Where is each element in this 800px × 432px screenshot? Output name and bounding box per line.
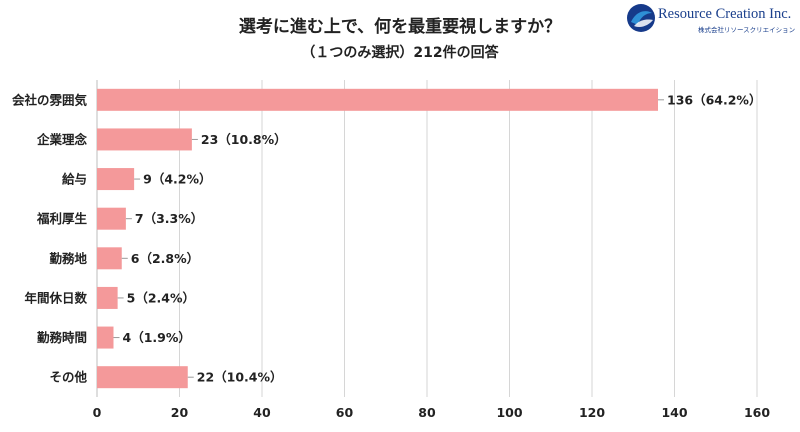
x-tick-label: 100 (496, 405, 522, 420)
data-label: 136（64.2%） (667, 92, 761, 107)
logo-subtitle: 株式会社リソースクリエイション (698, 26, 796, 34)
x-tick-label: 80 (418, 405, 436, 420)
data-label: 9（4.2%） (143, 172, 211, 187)
bar (97, 88, 658, 111)
x-tick-label: 40 (253, 405, 271, 420)
chart-title: 選考に進む上で、何を最重要視しますか？ (238, 17, 562, 37)
chart-subtitle: （１つのみ選択）212件の回答 (301, 45, 499, 61)
data-label: 23（10.8%） (201, 132, 287, 147)
category-label: 会社の雰囲気 (12, 92, 88, 107)
company-logo: Resource Creation Inc. 株式会社リソースクリエイション (624, 2, 800, 38)
x-tick-label: 0 (93, 405, 102, 420)
data-label: 4（1.9%） (123, 330, 191, 345)
bar (97, 128, 192, 151)
category-label: 給与 (62, 172, 87, 187)
bar (97, 366, 188, 389)
x-tick-label: 20 (171, 405, 189, 420)
category-label: その他 (49, 370, 87, 385)
bar (97, 326, 114, 349)
category-label: 勤務時間 (37, 330, 87, 345)
logo-mark-icon (627, 4, 655, 32)
category-label: 年間休日数 (24, 290, 87, 305)
category-label: 企業理念 (36, 132, 88, 147)
bar (97, 286, 118, 309)
x-tick-label: 120 (579, 405, 605, 420)
x-tick-label: 60 (336, 405, 354, 420)
data-label: 22（10.4%） (197, 370, 283, 385)
x-tick-label: 140 (661, 405, 687, 420)
logo-name: Resource Creation Inc. (658, 6, 792, 22)
data-label: 7（3.3%） (135, 211, 203, 226)
bar (97, 247, 122, 270)
data-label: 5（2.4%） (127, 290, 195, 305)
bar (97, 207, 126, 230)
category-label: 勤務地 (49, 251, 87, 266)
category-label: 福利厚生 (36, 211, 88, 226)
x-tick-label: 160 (744, 405, 770, 420)
bar (97, 168, 135, 191)
data-label: 6（2.8%） (131, 251, 199, 266)
